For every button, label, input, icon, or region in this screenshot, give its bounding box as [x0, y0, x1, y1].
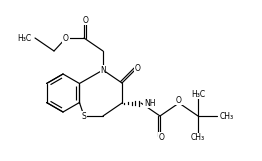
Text: O: O: [176, 95, 182, 104]
Text: CH₃: CH₃: [220, 112, 234, 120]
Text: S: S: [82, 112, 86, 120]
Text: H₃C: H₃C: [191, 90, 205, 99]
Text: O: O: [159, 133, 165, 142]
Text: N: N: [100, 66, 106, 75]
Text: O: O: [63, 33, 69, 43]
Text: NH: NH: [144, 99, 156, 108]
Text: O: O: [83, 15, 89, 24]
Text: CH₃: CH₃: [191, 133, 205, 142]
Text: H₃C: H₃C: [17, 33, 31, 43]
Text: O: O: [135, 63, 141, 72]
